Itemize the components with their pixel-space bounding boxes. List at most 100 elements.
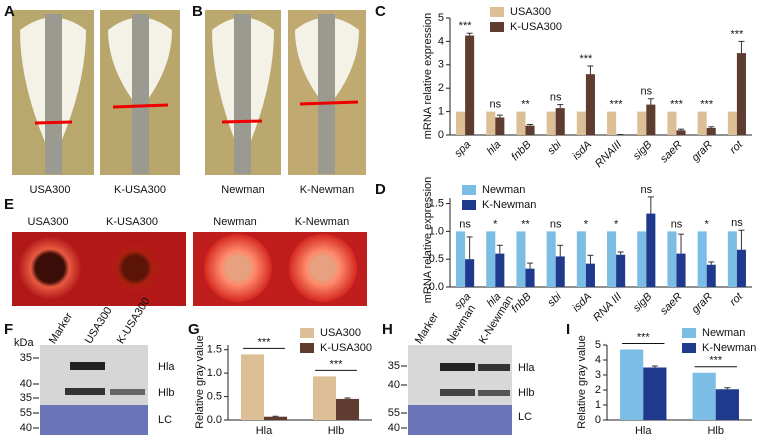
bar [495,117,505,135]
y-axis-label: mRNA relative expression [422,177,434,304]
y-tick-label: 0 [595,414,601,426]
bar [456,231,466,287]
y-tick-label: 1.0 [429,225,444,237]
y-tick-label: 0.5 [207,390,222,402]
significance: ns [731,217,743,229]
bar [555,108,565,135]
x-tick-label: Hlb [328,425,345,435]
x-tick-label: Hla [635,425,652,435]
bar [646,213,656,287]
x-tick-label: fnbB [509,291,533,315]
y-tick-label: 5 [438,12,444,24]
bar [607,231,617,287]
significance: ** [521,99,530,111]
legend-swatch [300,343,314,353]
bar [646,104,656,135]
y-tick-label: 3 [595,369,601,381]
x-tick-label: sigB [631,291,655,315]
x-tick-label: isdA [570,291,594,315]
legend-swatch [682,328,696,338]
caption: K-Newman [295,216,349,228]
caption: K-Newman [300,184,354,196]
panel-label: F [4,321,13,338]
x-tick-label: RNA III [591,291,624,324]
significance: *** [730,28,744,40]
kda-label: kDa [14,337,34,349]
y-tick-label: 1.5 [429,197,444,209]
y-axis-label: Relative gray value [576,335,588,429]
x-tick-label: rot [728,290,746,308]
bar [706,127,716,135]
bar [465,35,475,135]
y-tick-label: 1.5 [207,344,222,356]
y-tick-label: 0 [438,129,444,141]
y-tick-label: 3 [438,59,444,71]
bar [486,111,496,135]
y-tick-label: 1 [438,106,444,118]
bar [465,259,475,287]
legend-label: K-Newman [702,342,756,354]
y-tick-label: 5 [595,339,601,351]
mw-label: 40 [20,422,32,434]
legend-label: K-Newman [482,199,536,211]
strip-images [12,10,366,175]
x-tick-label: isdA [570,139,594,163]
mw-label: 40 [388,379,400,391]
caption: USA300 [28,216,69,228]
bar [715,389,739,420]
legend-swatch [462,200,476,210]
bar [637,231,647,287]
bar [240,354,264,420]
bar [643,367,667,420]
bar [667,231,677,287]
bar [697,111,707,135]
legend-swatch [490,7,504,17]
bar [264,416,288,420]
bar [727,111,737,135]
band-label: Hla [158,361,175,373]
significance: ns [671,218,683,230]
significance: *** [579,53,593,65]
significance: ns [489,99,501,111]
bar [546,111,556,135]
hemolysis-images [12,232,367,306]
legend-label: K-USA300 [510,21,562,33]
significance: ns [640,184,652,196]
y-tick-label: 2 [438,82,444,94]
y-tick-label: 2 [595,384,601,396]
caption: Newman [213,216,256,228]
legend-label: USA300 [320,327,361,339]
caption: K-USA300 [106,216,158,228]
significance: *** [637,331,651,343]
band-label: LC [158,414,172,426]
bar [516,111,526,135]
x-tick-label: saeR [658,291,685,318]
significance: *** [709,355,723,367]
x-tick-label: graR [690,291,715,316]
caption: Newman [221,184,264,196]
x-tick-label: rot [728,138,746,156]
x-tick-label: sbi [545,290,564,309]
legend-swatch [300,328,314,338]
bar [555,256,565,287]
legend-swatch [462,185,476,195]
panel-label: B [192,3,203,20]
panel-label: D [375,181,386,198]
bar [336,398,360,420]
significance: ** [521,218,530,230]
significance: * [493,218,498,230]
lane-label: Marker [413,310,441,346]
bar [546,231,556,287]
y-axis-label: mRNA relative expression [422,13,434,140]
significance: *** [459,20,473,32]
significance: * [584,218,589,230]
bar [495,253,505,287]
bar [585,74,595,135]
band-label: LC [518,411,532,423]
significance: *** [610,99,624,111]
caption: USA300 [30,184,71,196]
legend-label: Newman [482,184,525,196]
panel-label: I [566,321,570,338]
panel-label: G [188,321,200,338]
